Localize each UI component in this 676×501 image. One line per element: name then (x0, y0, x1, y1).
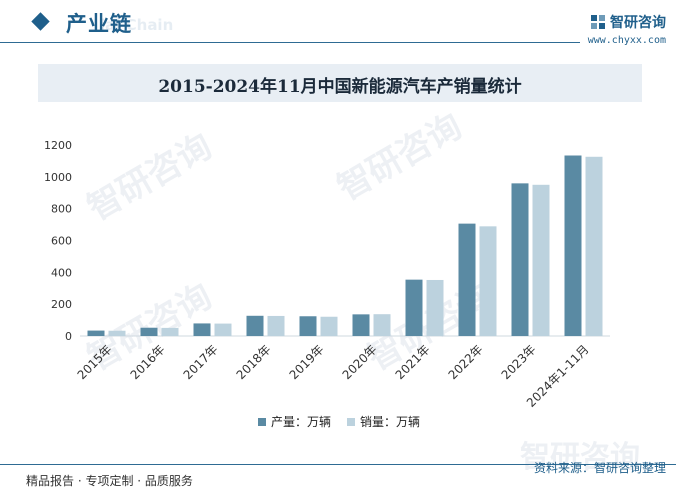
y-tick-label: 600 (51, 235, 72, 248)
bar-sales (585, 156, 603, 336)
bar-sales (267, 315, 285, 336)
bar-sales (532, 184, 550, 336)
y-tick-label: 800 (51, 203, 72, 216)
x-tick-label: 2020年 (340, 342, 380, 382)
y-tick-label: 1000 (44, 171, 72, 184)
brand-logo-icon (591, 15, 605, 29)
legend-item: 销量：万辆 (347, 413, 420, 430)
y-tick-label: 200 (51, 298, 72, 311)
x-tick-label: 2019年 (287, 342, 327, 382)
chart-title-band: 2015-2024年11月中国新能源汽车产销量统计 (38, 64, 642, 102)
section-subtitle: ial Chain (100, 16, 174, 34)
x-tick-label: 2015年 (75, 342, 115, 382)
x-tick-label: 2017年 (181, 342, 221, 382)
bar-chart: 0 200 400 600 800 1000 1200 2015年 2016年 2017年 2018… (44, 139, 610, 410)
x-tick-label: 2023年 (499, 342, 539, 382)
section-title: 产业链 (66, 12, 132, 36)
legend: 产量：万辆 销量：万辆 (258, 413, 420, 430)
bar-sales (161, 327, 179, 336)
bar-production (352, 314, 370, 336)
x-tick-label: 2018年 (234, 342, 274, 382)
bar-production (511, 183, 529, 336)
header: ial Chain 产业链 智研咨询 www.chyxx.com (0, 0, 676, 48)
brand-name: 智研咨询 (610, 15, 666, 31)
legend-label-production: 产量：万辆 (271, 415, 332, 429)
legend-label-sales: 销量：万辆 (360, 415, 421, 429)
source-note: 资料来源：智研咨询整理 (533, 461, 666, 475)
header-divider (0, 42, 580, 43)
bar-production (564, 155, 582, 336)
brand: 智研咨询 www.chyxx.com (588, 12, 666, 46)
x-tick-label: 2021年 (393, 342, 433, 382)
bar-production (246, 315, 264, 336)
bar-sales (320, 316, 338, 336)
footer-divider (0, 464, 676, 465)
footer-tagline: 精品报告 · 专项定制 · 品质服务 (26, 474, 193, 488)
bar-sales (214, 323, 232, 336)
bar-production (140, 327, 158, 336)
x-tick-label: 2022年 (446, 342, 486, 382)
bar-production (299, 316, 317, 336)
chart-title: 2015-2024年11月中国新能源汽车产销量统计 (158, 77, 522, 97)
y-tick-label: 400 (51, 266, 72, 279)
legend-swatch-sales (347, 417, 356, 426)
bar-production (405, 279, 423, 336)
bar-sales (426, 279, 444, 336)
bar-production (458, 223, 476, 336)
x-tick-label: 2016年 (128, 342, 168, 382)
bar-production (87, 330, 105, 336)
brand-url: www.chyxx.com (587, 35, 666, 46)
legend-item: 产量：万辆 (258, 413, 331, 430)
legend-swatch-production (258, 417, 266, 426)
y-tick-label: 0 (65, 330, 72, 343)
bar-sales (108, 330, 126, 336)
bar-production (193, 323, 211, 336)
y-tick-label: 1200 (44, 139, 72, 152)
bar-sales (373, 314, 391, 336)
bar-sales (479, 226, 497, 336)
